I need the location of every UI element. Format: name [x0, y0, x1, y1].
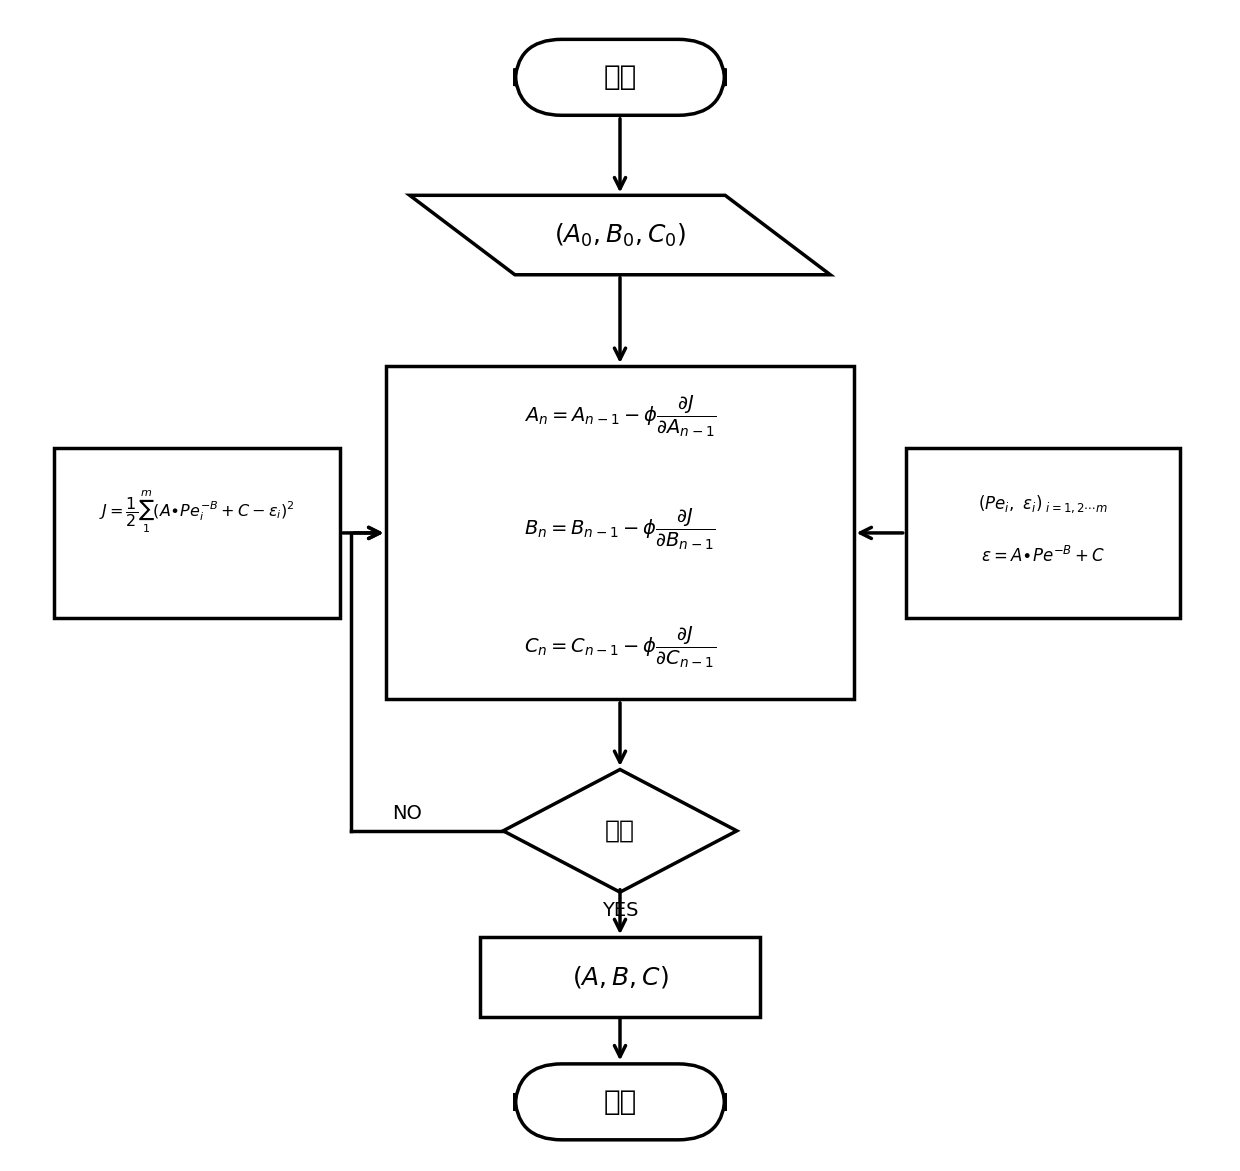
Polygon shape — [503, 769, 737, 892]
Text: $B_n = B_{n-1} - \phi\dfrac{\partial J}{\partial B_{n-1}}$: $B_n = B_{n-1} - \phi\dfrac{\partial J}{… — [525, 507, 715, 552]
Text: $J=\dfrac{1}{2}\sum_{1}^{m}(A{\bullet}Pe_i^{-B}+C-\varepsilon_i)^2$: $J=\dfrac{1}{2}\sum_{1}^{m}(A{\bullet}Pe… — [99, 488, 295, 535]
Text: $(A,B,C)$: $(A,B,C)$ — [572, 964, 668, 989]
Text: $\varepsilon = A{\bullet}Pe^{-B}+C$: $\varepsilon = A{\bullet}Pe^{-B}+C$ — [981, 546, 1105, 567]
Text: YES: YES — [601, 900, 639, 920]
FancyBboxPatch shape — [515, 1064, 725, 1139]
Text: 开始: 开始 — [604, 63, 636, 91]
Text: $(Pe_i,\ \varepsilon_i)_{\ i=1,2{\cdots}m}$: $(Pe_i,\ \varepsilon_i)_{\ i=1,2{\cdots}… — [978, 493, 1107, 514]
Text: NO: NO — [392, 803, 422, 823]
Bar — [905, 448, 1180, 617]
Text: $(A_0,B_0,C_0)$: $(A_0,B_0,C_0)$ — [554, 221, 686, 248]
Text: $C_n = C_{n-1} - \phi\dfrac{\partial J}{\partial C_{n-1}}$: $C_n = C_{n-1} - \phi\dfrac{\partial J}{… — [525, 624, 715, 670]
Bar — [480, 937, 760, 1016]
Polygon shape — [409, 196, 831, 275]
Bar — [55, 448, 340, 617]
Text: 结束: 结束 — [604, 1088, 636, 1116]
Bar — [387, 367, 853, 699]
Text: 收敛: 收敛 — [605, 819, 635, 843]
Text: $A_n = A_{n-1} - \phi\dfrac{\partial J}{\partial A_{n-1}}$: $A_n = A_{n-1} - \phi\dfrac{\partial J}{… — [523, 393, 717, 439]
FancyBboxPatch shape — [515, 40, 725, 115]
